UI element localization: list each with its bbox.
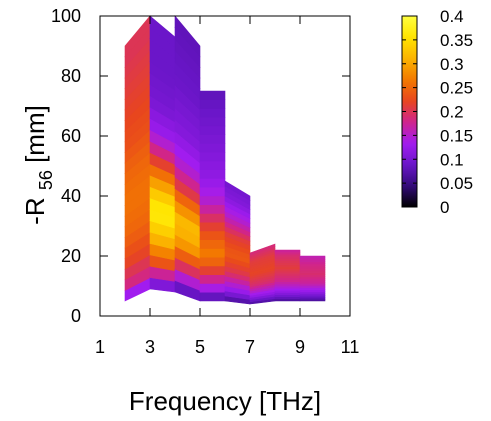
heatmap-cell	[274, 279, 301, 283]
heatmap-cell	[274, 277, 301, 281]
heatmap-cell	[199, 134, 226, 144]
x-tick-label: 7	[245, 337, 255, 357]
y-axis-label-unit: [mm]	[20, 105, 50, 163]
colorbar-ticks: 0.4 0.35 0.3 0.25 0.2 0.15 0.1 0.05 0	[402, 7, 473, 217]
heatmap-cell	[274, 287, 301, 291]
x-tick-label: 11	[341, 337, 360, 357]
heatmap-cell	[274, 283, 301, 287]
colorbar-tick-label: 0.1	[440, 150, 464, 169]
y-tick-label: 0	[71, 306, 81, 326]
heatmap-cell	[274, 292, 301, 295]
heatmap-cell	[199, 90, 226, 101]
heatmap-cell	[199, 116, 226, 127]
heatmap-cell	[274, 249, 301, 253]
y-tick-label: 40	[61, 186, 81, 206]
heatmap-cell	[199, 274, 226, 284]
heatmap-cell	[199, 213, 226, 223]
heatmap-cell	[199, 195, 226, 206]
y-tick-label: 60	[61, 126, 81, 146]
heatmap-cell	[199, 108, 226, 118]
x-tick-label: 3	[145, 337, 155, 357]
heatmap-cell	[199, 151, 226, 162]
heatmap-cell	[274, 275, 301, 278]
heatmap-cell	[274, 298, 301, 302]
heatmap-cell	[274, 266, 301, 270]
colorbar-tick-label: 0.35	[440, 31, 473, 50]
heatmap-cell	[274, 281, 301, 285]
heatmap-cell	[199, 283, 226, 293]
heatmap-cells	[124, 15, 326, 305]
y-axis-ticks: 0 20 40 60 80 100	[51, 6, 350, 326]
heatmap-cell	[274, 273, 301, 276]
colorbar-tick-label: 0.15	[440, 126, 473, 145]
y-tick-label: 20	[61, 246, 81, 266]
heatmap-cell	[199, 230, 226, 241]
heatmap-cell	[299, 255, 326, 259]
heatmap-cell	[274, 268, 301, 272]
colorbar-tick-label: 0.25	[440, 79, 473, 98]
heatmap-cell	[274, 262, 301, 266]
colorbar-tick-label: 0.4	[440, 7, 464, 26]
heatmap-cell	[199, 265, 226, 276]
colorbar-tick-label: 0.2	[440, 103, 464, 122]
heatmap-cell	[174, 15, 201, 58]
x-axis-label: Frequency [THz]	[129, 386, 321, 416]
heatmap-cell	[274, 296, 301, 300]
heatmap-cell	[199, 248, 226, 258]
heatmap-cell	[274, 253, 301, 257]
colorbar-tick-label: 0.05	[440, 174, 473, 193]
colorbar-tick-label: 0	[440, 198, 449, 217]
heatmap-cell	[199, 99, 226, 109]
heatmap-cell	[249, 243, 276, 256]
heatmap-cell	[274, 264, 301, 268]
heatmap-cell	[274, 260, 301, 264]
y-tick-label: 100	[51, 6, 81, 26]
heatmap-cell	[274, 285, 301, 289]
heatmap-cell	[199, 291, 226, 302]
heatmap-cell	[199, 221, 226, 232]
heatmap-cell	[199, 256, 226, 267]
y-axis-label-main: -R	[20, 197, 50, 224]
heatmap-cell	[199, 239, 226, 249]
y-tick-label: 80	[61, 66, 81, 86]
x-tick-label: 1	[95, 337, 105, 357]
heatmap-cell	[224, 180, 251, 202]
heatmap-cell	[274, 270, 301, 274]
heatmap-cell	[274, 256, 301, 259]
y-axis-label-subscript: 56	[36, 170, 56, 190]
heatmap-cell	[199, 143, 226, 153]
heatmap-cell	[199, 186, 226, 197]
heatmap-cell	[274, 294, 301, 298]
heatmap-cell	[274, 251, 301, 255]
heatmap-cell	[199, 204, 226, 214]
x-axis-ticks: 1 3 5 7 9 11	[95, 16, 359, 357]
colorbar-tick-label: 0.3	[440, 55, 464, 74]
heatmap-cell	[199, 160, 226, 171]
x-tick-label: 9	[295, 337, 305, 357]
x-tick-label: 5	[195, 337, 205, 357]
heatmap-cell	[199, 178, 226, 188]
heatmap-cell	[199, 169, 226, 179]
heatmap-cell	[199, 125, 226, 136]
plot-frame	[99, 15, 351, 317]
heatmap-cell	[274, 290, 301, 293]
y-axis-label: -R 56 [mm]	[20, 105, 58, 225]
heatmap-cell	[274, 258, 301, 261]
